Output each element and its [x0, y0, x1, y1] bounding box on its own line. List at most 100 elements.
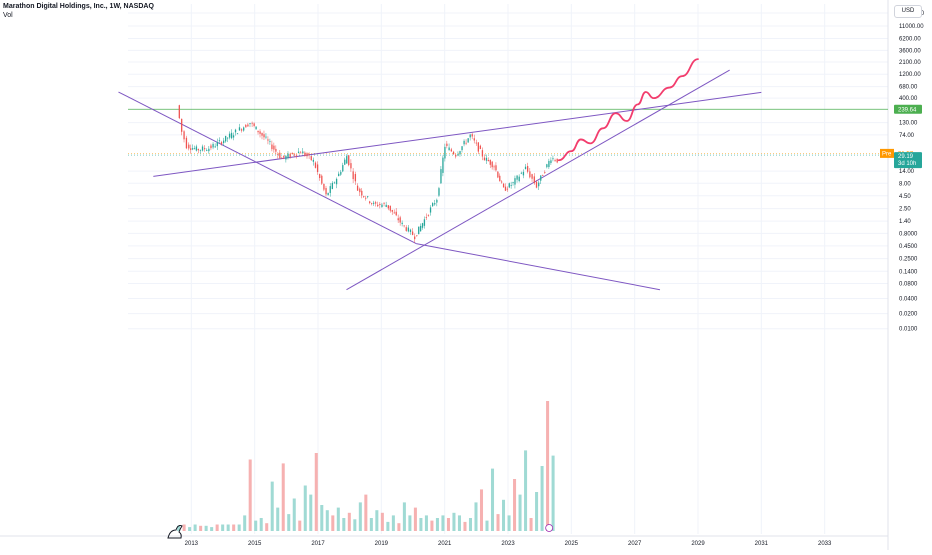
candle-body — [195, 146, 198, 151]
volume-bar — [259, 518, 263, 531]
candle-body — [371, 203, 373, 204]
volume-bar — [254, 520, 258, 531]
candle-body — [393, 212, 395, 214]
candle-body — [181, 118, 183, 132]
volume-bar — [199, 525, 203, 531]
volume-bar — [507, 515, 511, 531]
volume-bar — [535, 492, 539, 531]
candle-body — [190, 148, 192, 150]
candle-body — [293, 154, 296, 156]
trend-line — [346, 69, 730, 291]
candle-body — [389, 205, 391, 211]
grid-lines — [128, 4, 888, 534]
candle-body — [331, 182, 334, 189]
volume-bar — [303, 485, 307, 531]
candle-body — [178, 105, 180, 119]
price-tick-label: 11000.00 — [899, 24, 924, 30]
candle-body — [421, 223, 424, 228]
level-price-label: 239.64 — [894, 104, 922, 114]
candle-body — [188, 144, 190, 149]
candle-body — [344, 159, 346, 165]
event-marker-icon — [545, 524, 554, 532]
price-tick-label: 400.00 — [899, 96, 918, 102]
candle-body — [469, 134, 471, 138]
candle-body — [277, 154, 279, 155]
volume-bar — [408, 515, 412, 531]
candle-body — [377, 204, 379, 207]
candle-body — [325, 188, 327, 195]
candle-body — [210, 145, 212, 149]
candle-body — [269, 141, 271, 143]
candle-body — [218, 140, 221, 142]
currency-button[interactable]: USD — [894, 5, 922, 18]
candle-body — [416, 235, 418, 237]
candle-body — [251, 122, 253, 124]
volume-bar — [298, 520, 302, 531]
volume-bar — [358, 502, 362, 531]
volume-bar — [265, 523, 269, 531]
candle-body — [208, 148, 210, 152]
tradingview-logo-icon — [167, 525, 183, 539]
price-tick-label: 2.50 — [899, 207, 911, 213]
candle-body — [493, 166, 495, 168]
candle-body — [452, 151, 455, 155]
price-tick-label: 0.4500 — [899, 244, 918, 250]
candle-body — [302, 151, 304, 154]
candle-body — [510, 185, 512, 186]
candle-body — [502, 183, 505, 188]
candle-body — [425, 216, 427, 218]
volume-bar — [380, 512, 384, 531]
candle-body — [483, 157, 486, 161]
volume-bar — [237, 524, 241, 531]
volume-bar — [204, 525, 208, 531]
candle-body — [542, 175, 544, 176]
volume-bar — [193, 524, 197, 531]
candle-body — [281, 157, 283, 159]
volume-bar — [248, 459, 252, 531]
candle-body — [216, 142, 218, 147]
volume-bar — [347, 512, 351, 531]
price-tick-label: 1.40 — [899, 219, 911, 225]
candle-body — [522, 171, 525, 176]
volume-bar — [502, 499, 506, 531]
candle-body — [220, 142, 223, 145]
candle-body — [323, 183, 325, 190]
volume-bar — [309, 494, 313, 531]
candle-body — [310, 156, 312, 161]
candle-body — [491, 161, 493, 168]
candle-body — [279, 152, 281, 159]
candle-body — [226, 137, 229, 139]
candle-body — [540, 175, 542, 181]
volume-bar — [353, 519, 357, 531]
price-tick-label: 680.00 — [899, 85, 918, 91]
candle-body — [405, 227, 407, 231]
candle-body — [497, 171, 499, 178]
candle-body — [297, 151, 300, 154]
candle-body — [321, 175, 323, 184]
volume-bar — [419, 518, 423, 531]
candle-body — [255, 126, 257, 130]
candle-body — [461, 146, 463, 151]
price-tick-label: 0.0800 — [899, 281, 918, 287]
candle-body — [319, 174, 321, 178]
candle-body — [501, 181, 503, 183]
volume-bar — [270, 481, 274, 531]
candle-body — [419, 225, 422, 232]
price-tick-label: 8.00 — [899, 181, 911, 187]
candle-body — [271, 144, 273, 150]
event-marker-circle — [545, 524, 554, 532]
last-price-countdown: 3d 10h — [898, 161, 916, 167]
volume-bar — [292, 498, 296, 531]
candle-body — [206, 150, 208, 151]
candle-body — [342, 165, 344, 172]
candle-body — [224, 135, 227, 142]
candle-body — [552, 158, 554, 160]
volume-bar — [551, 455, 555, 531]
candle-body — [442, 157, 444, 173]
candle-body — [399, 217, 401, 223]
volume-bar — [336, 507, 340, 531]
candle-body — [363, 196, 365, 198]
candle-body — [448, 147, 450, 151]
candle-body — [529, 171, 531, 178]
